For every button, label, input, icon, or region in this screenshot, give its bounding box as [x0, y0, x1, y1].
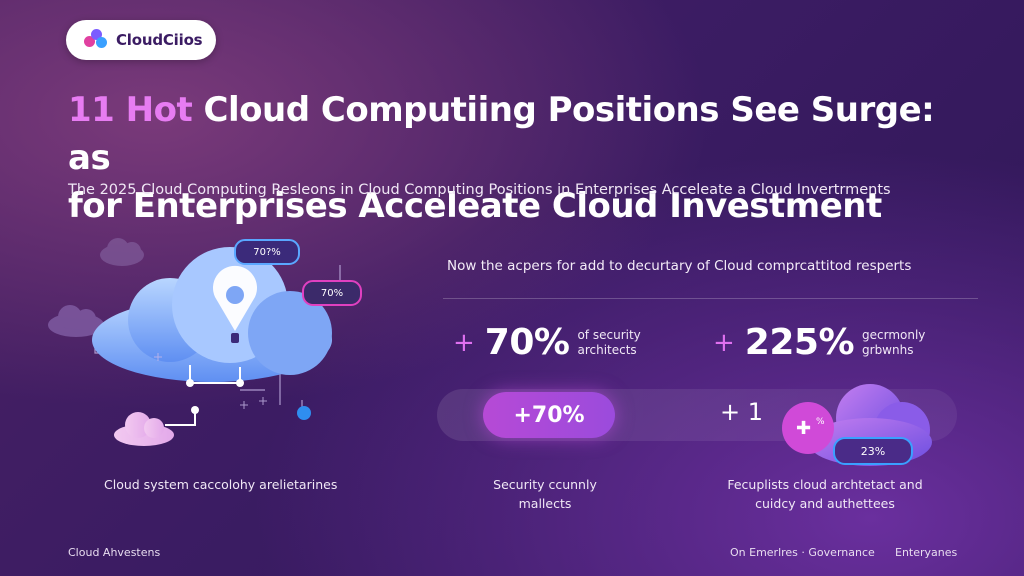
- svg-text:✚: ✚: [796, 418, 811, 439]
- illustration-caption: Cloud system caccolohy arelietarines: [104, 477, 338, 492]
- cloud-logo-icon: [84, 29, 108, 51]
- brand-logo[interactable]: CloudCiios: [66, 20, 216, 60]
- cloud-illustration: [40, 225, 400, 455]
- percent-pill: +70%: [483, 392, 615, 438]
- stat-label-line1: of security: [577, 327, 641, 342]
- stat-item: + 225% gecrmonly grbwnhs: [713, 322, 925, 363]
- divider: [443, 298, 978, 299]
- percent-tag-right: 23%: [833, 437, 913, 465]
- stat-label: gecrmonly grbwnhs: [862, 328, 925, 358]
- stat-value: 225%: [744, 322, 855, 363]
- stat-label: of security architects: [577, 328, 640, 358]
- circuit-lines: [165, 365, 241, 426]
- caption-line: mallects: [518, 496, 572, 511]
- node-icon: [297, 406, 311, 420]
- purple-cloud-icon: ✚ %: [782, 384, 932, 466]
- small-cloud-icon: [48, 305, 104, 337]
- plus-icon: +: [713, 327, 735, 358]
- title-highlight: 11 Hot: [68, 90, 193, 130]
- footer-mid-text: On Emerlres · Governance: [730, 546, 875, 559]
- footer-left-text: Cloud Ahvestens: [68, 546, 161, 559]
- stat-item: + 70% of security architects: [453, 322, 641, 363]
- purple-cloud-illustration: ✚ %: [770, 378, 950, 478]
- cloud-network-illustration: [48, 238, 341, 446]
- caption-security: Security ccunnly mallects: [480, 475, 610, 513]
- title-line1: Cloud Computiing Positions See Surge: as: [68, 90, 935, 178]
- plus-icon: +: [453, 327, 475, 358]
- caption-architect: Fecuplists cloud archtetact and cuidcy a…: [715, 475, 935, 513]
- stats-headline: Now the acpers for add to decurtary of C…: [447, 258, 912, 274]
- stat-value: 70%: [484, 322, 570, 363]
- pink-cloud-icon: [114, 412, 174, 446]
- caption-line: Fecuplists cloud archtetact and: [727, 477, 923, 492]
- stat-label-line1: gecrmonly: [862, 327, 926, 342]
- cloud-icon-text: %: [816, 417, 825, 427]
- title-line2: for Enterprises Acceleate Cloud Investme…: [68, 186, 882, 226]
- footer-right-text: Enteryanes: [895, 546, 958, 559]
- stat-label-line2: architects: [577, 342, 637, 357]
- page-title: 11 Hot Cloud Computiing Positions See Su…: [68, 86, 968, 230]
- percent-tag-blue: 70?%: [234, 239, 300, 265]
- page-subtitle: The 2025 Cloud Computing Resleons in Clo…: [68, 182, 891, 198]
- brand-name: CloudCiios: [116, 31, 203, 49]
- small-cloud-icon: [100, 238, 144, 266]
- caption-line: cuidcy and authettees: [755, 496, 895, 511]
- caption-line: Security ccunnly: [493, 477, 597, 492]
- main-cloud-icon: [92, 247, 332, 382]
- plus-one-label: + 1: [720, 398, 764, 426]
- percent-tag-pink: 70%: [302, 280, 362, 306]
- stat-label-line2: grbwnhs: [862, 342, 914, 357]
